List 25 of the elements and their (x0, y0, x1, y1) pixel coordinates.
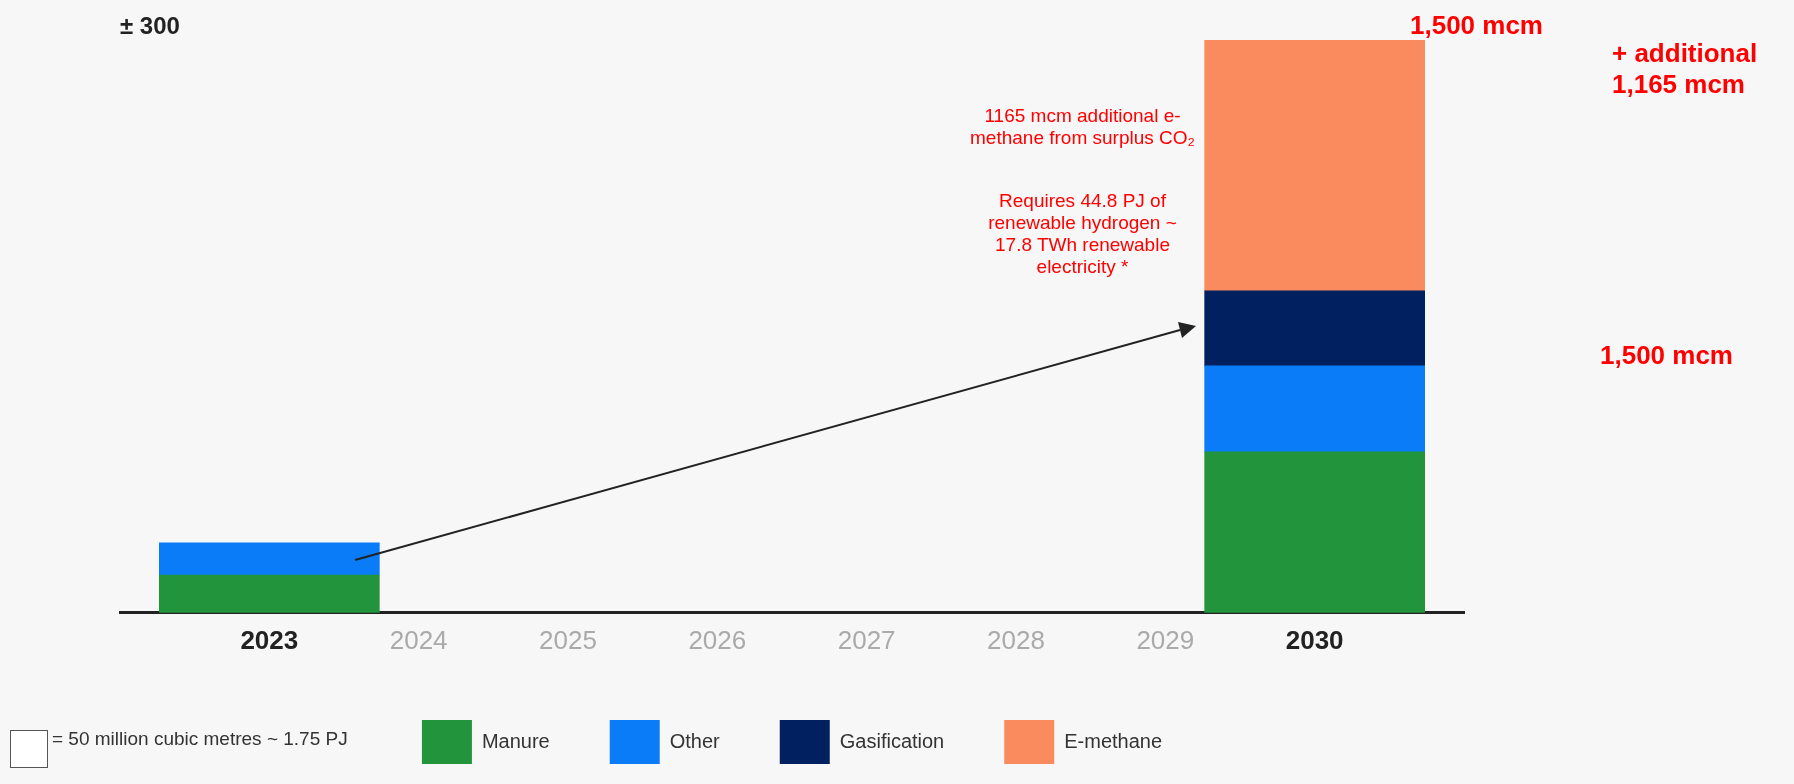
text: = 50 million cubic metres ~ 1.75 PJ (52, 728, 349, 750)
annotation: 1165 mcm additional e-methane from surplus CO₂ (970, 105, 1195, 149)
x-tick-label: 2024 (389, 624, 448, 655)
bar (1204, 451, 1425, 613)
legend-label: E-methane (1064, 729, 1163, 752)
text: 1,500 mcm (1600, 340, 1733, 371)
annotation: 1,500 mcm (1410, 10, 1543, 41)
x-tick-label: 2023 (240, 624, 299, 655)
legend-label: Manure (481, 729, 550, 752)
x-tick-label: 2030 (1285, 624, 1344, 655)
bar (159, 542, 380, 576)
annotation: ± 300 (120, 12, 180, 40)
x-tick-label: 2029 (1136, 624, 1195, 655)
legend-label: Other (669, 729, 721, 752)
x-tick-label: 2025 (539, 624, 597, 655)
x-tick-label: 2028 (987, 624, 1045, 655)
bar (1204, 40, 1425, 292)
annotation: Requires 44.8 PJ of renewable hydrogen ~ 17.8 TWh renewable electricity * (987, 190, 1178, 278)
x-tick-label: 2026 (688, 624, 747, 655)
bar (1204, 365, 1425, 453)
x-tick-label: 2027 (837, 624, 896, 655)
legend-label: Gasification (839, 729, 945, 752)
bar (1204, 290, 1425, 367)
text: + additional 1,165 mcm (1612, 38, 1759, 100)
bar (159, 574, 380, 613)
